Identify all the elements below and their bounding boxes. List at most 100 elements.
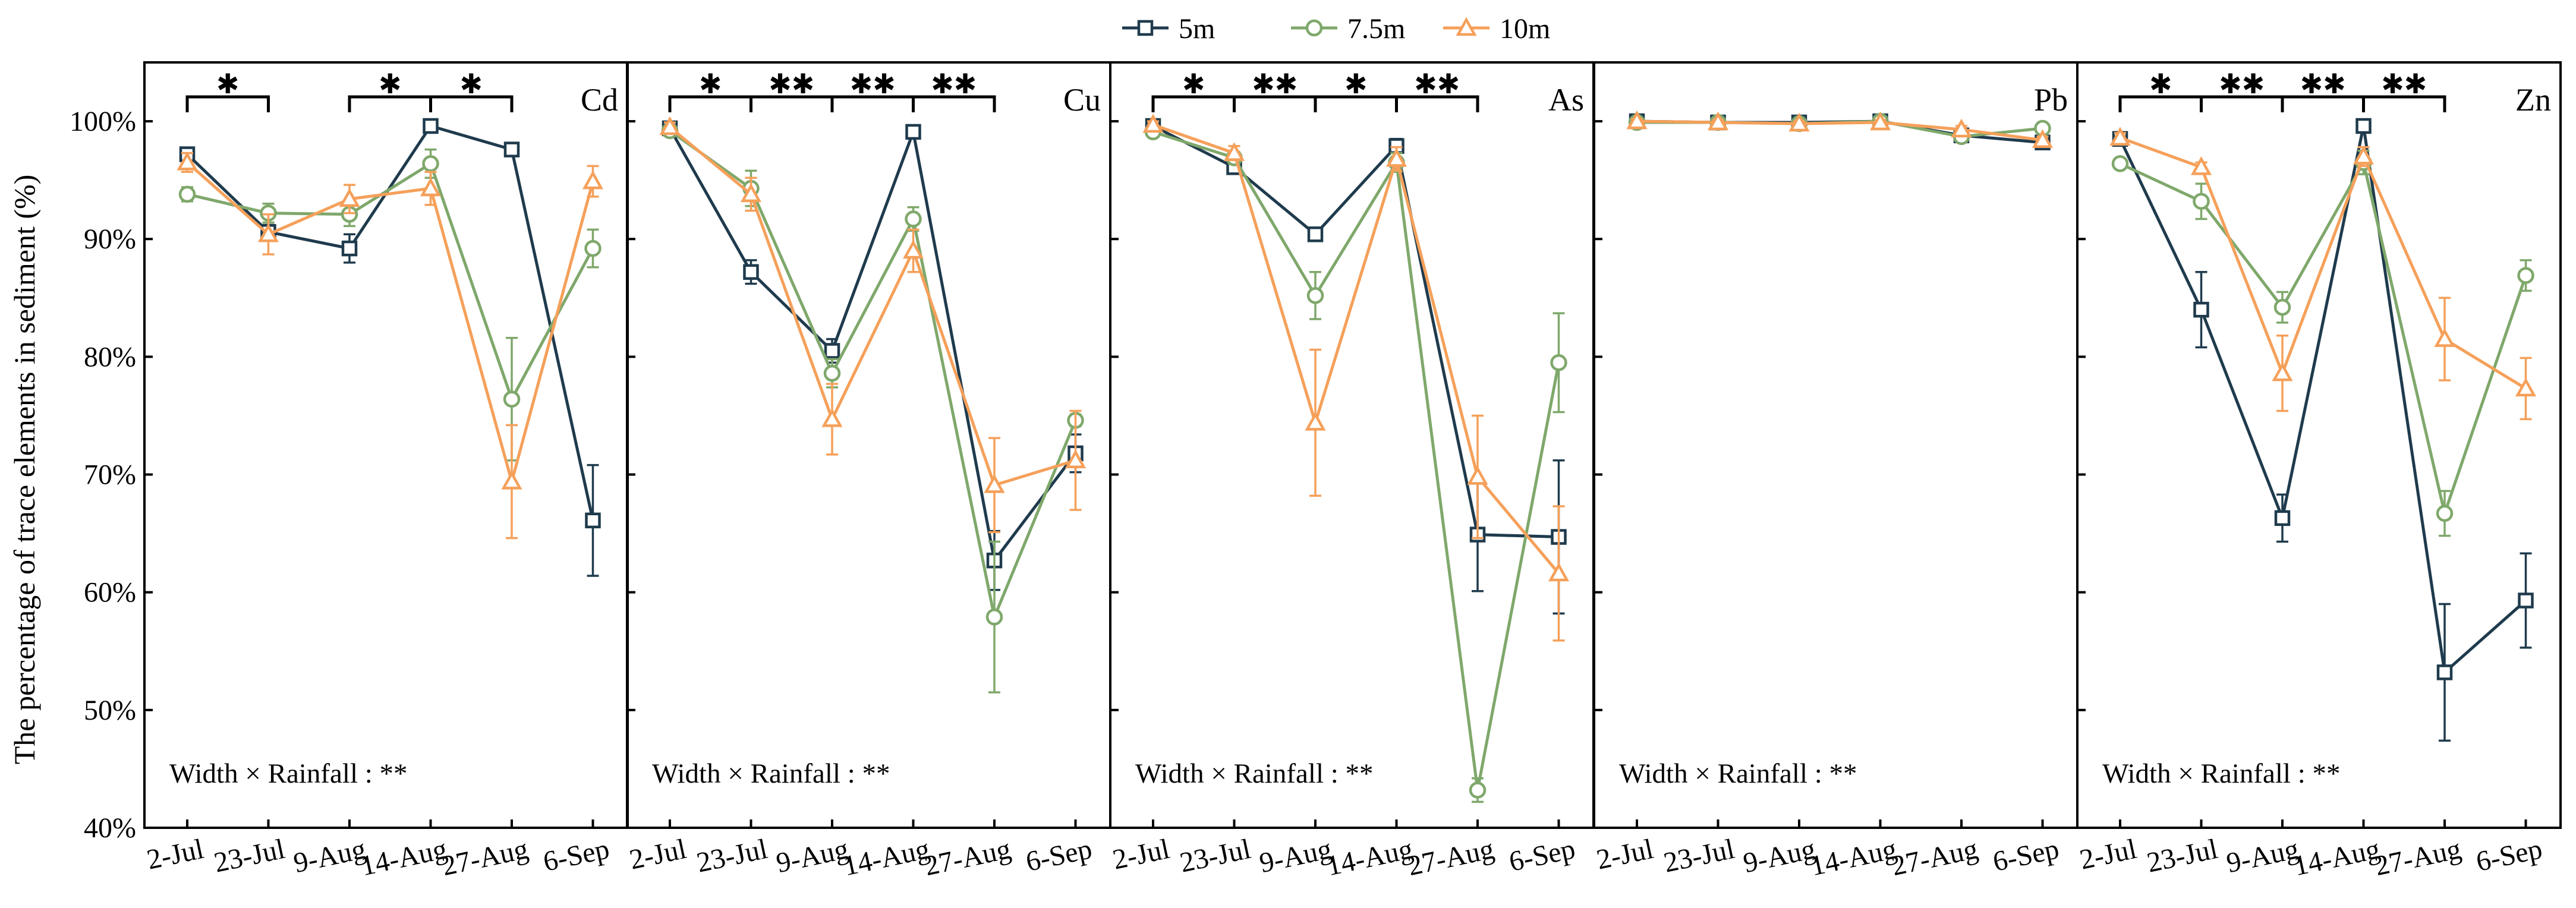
data-point bbox=[2274, 510, 2291, 526]
element-label-pb: Pb bbox=[2034, 82, 2068, 118]
significance-bracket-as: ✱ bbox=[1314, 69, 1398, 112]
series-line bbox=[187, 162, 594, 401]
data-point bbox=[1305, 411, 1326, 431]
data-point bbox=[1223, 142, 1245, 161]
series-10m-as bbox=[1142, 114, 1570, 642]
series-10m-cd bbox=[177, 152, 604, 540]
significance-label: ✱✱ bbox=[850, 69, 896, 99]
interaction-text-pb: Width × Rainfall : ** bbox=[1619, 758, 1857, 789]
y-tick-label: 70% bbox=[84, 459, 136, 491]
significance-label: ✱✱ bbox=[2219, 69, 2265, 99]
data-point bbox=[503, 390, 521, 408]
x-tick-label: 27-Aug bbox=[1405, 833, 1497, 882]
data-point bbox=[584, 239, 602, 257]
x-tick-label: 2-Jul bbox=[626, 833, 689, 876]
data-point bbox=[420, 177, 442, 197]
x-tick-label: 27-Aug bbox=[1889, 833, 1980, 882]
interaction-text-as: Width × Rainfall : ** bbox=[1135, 758, 1374, 789]
data-point bbox=[2436, 505, 2454, 522]
data-point bbox=[501, 471, 522, 490]
significance-bracket-cu: ✱✱ bbox=[912, 69, 996, 112]
x-tick-label: 9-Aug bbox=[1256, 833, 1334, 879]
series-7-5m-zn bbox=[2111, 149, 2534, 537]
data-point bbox=[1469, 781, 1487, 799]
significance-label: ✱ bbox=[1182, 69, 1205, 99]
data-point bbox=[423, 118, 439, 134]
significance-bracket-cu: ✱ bbox=[668, 69, 752, 112]
panel-frame-cu bbox=[626, 61, 1111, 829]
y-tick-label: 50% bbox=[84, 695, 136, 726]
data-point bbox=[2517, 267, 2534, 284]
data-point bbox=[1467, 466, 1488, 485]
series-10m-cu bbox=[659, 116, 1087, 534]
data-point bbox=[1142, 114, 1164, 133]
series-line bbox=[2118, 124, 2527, 674]
data-point bbox=[2436, 664, 2453, 680]
x-tick-label: 9-Aug bbox=[773, 833, 851, 879]
data-point bbox=[823, 364, 841, 382]
element-label-zn: Zn bbox=[2515, 82, 2551, 118]
bracket-line bbox=[185, 95, 270, 112]
data-point bbox=[824, 343, 840, 359]
data-point bbox=[2434, 328, 2455, 347]
legend-item-10m: 10m bbox=[1443, 13, 1550, 45]
significance-label: ✱ bbox=[2149, 69, 2172, 99]
legend-label-5m: 5m bbox=[1179, 13, 1215, 45]
significance-bracket-zn: ✱✱ bbox=[2200, 69, 2284, 112]
significance-label: ✱✱ bbox=[769, 69, 814, 99]
bracket-line bbox=[1395, 95, 1479, 112]
data-point bbox=[1550, 354, 1567, 371]
data-point bbox=[582, 170, 604, 190]
data-point bbox=[585, 512, 601, 529]
significance-label: ✱✱ bbox=[1252, 69, 1298, 99]
data-point bbox=[985, 609, 1003, 626]
data-point bbox=[2272, 362, 2293, 382]
series-line bbox=[186, 124, 594, 521]
data-point bbox=[659, 116, 681, 135]
series-line bbox=[669, 129, 1077, 619]
x-tick-label: 6-Sep bbox=[1506, 833, 1578, 878]
x-tick-label: 23-Jul bbox=[1661, 833, 1737, 879]
y-axis-label: The percentage of trace elements in sedi… bbox=[8, 175, 41, 765]
data-point bbox=[1548, 562, 1570, 582]
significance-bracket-cd: ✱ bbox=[185, 69, 270, 112]
data-point bbox=[2111, 155, 2129, 172]
significance-label: ✱ bbox=[1344, 69, 1368, 99]
data-point bbox=[821, 408, 843, 427]
bracket-line bbox=[912, 95, 996, 112]
data-point bbox=[257, 223, 279, 242]
series-7-5m-cu bbox=[661, 122, 1084, 693]
x-tick-label: 23-Jul bbox=[694, 833, 770, 879]
data-point bbox=[2190, 156, 2212, 175]
series-10m-pb bbox=[1626, 110, 2054, 149]
x-tick-label: 2-Jul bbox=[1594, 833, 1656, 876]
data-point bbox=[2355, 118, 2372, 134]
legend-label-7-5m: 7.5m bbox=[1347, 13, 1405, 45]
series-line bbox=[186, 161, 594, 483]
x-tick-label: 14-Aug bbox=[840, 833, 932, 882]
x-tick-label: 9-Aug bbox=[2224, 833, 2301, 879]
series-line bbox=[1152, 124, 1559, 539]
series-10m-zn bbox=[2109, 127, 2537, 421]
x-tick-label: 6-Sep bbox=[2473, 833, 2545, 878]
x-tick-label: 2-Jul bbox=[2077, 833, 2139, 876]
significance-bracket-cd: ✱ bbox=[348, 69, 432, 112]
data-point bbox=[1951, 118, 1972, 138]
significance-bracket-as: ✱✱ bbox=[1233, 69, 1317, 112]
x-tick-label: 14-Aug bbox=[2291, 833, 2382, 882]
data-point bbox=[743, 264, 759, 280]
significance-bracket-zn: ✱✱ bbox=[2281, 69, 2365, 112]
y-tick-label: 40% bbox=[84, 812, 136, 844]
significance-bracket-as: ✱ bbox=[1151, 69, 1236, 112]
data-point bbox=[339, 188, 360, 207]
significance-label: ✱ bbox=[216, 69, 240, 99]
x-tick-label: 2-Jul bbox=[1110, 833, 1172, 876]
significance-bracket-cu: ✱✱ bbox=[750, 69, 834, 112]
significance-label: ✱✱ bbox=[1414, 69, 1460, 99]
data-point bbox=[1707, 111, 1729, 131]
series-line bbox=[1152, 123, 1560, 575]
y-tick-label: 90% bbox=[84, 223, 136, 255]
